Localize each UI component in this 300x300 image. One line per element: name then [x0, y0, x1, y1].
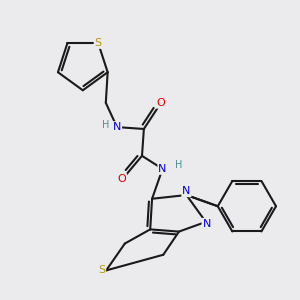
Text: O: O: [118, 174, 126, 184]
Text: S: S: [94, 38, 102, 48]
Text: N: N: [202, 219, 211, 229]
Text: H: H: [102, 120, 110, 130]
Text: S: S: [98, 266, 105, 275]
Text: O: O: [157, 98, 165, 108]
Text: N: N: [158, 164, 167, 174]
Text: N: N: [182, 186, 190, 196]
Text: N: N: [113, 122, 121, 132]
Text: H: H: [175, 160, 182, 170]
